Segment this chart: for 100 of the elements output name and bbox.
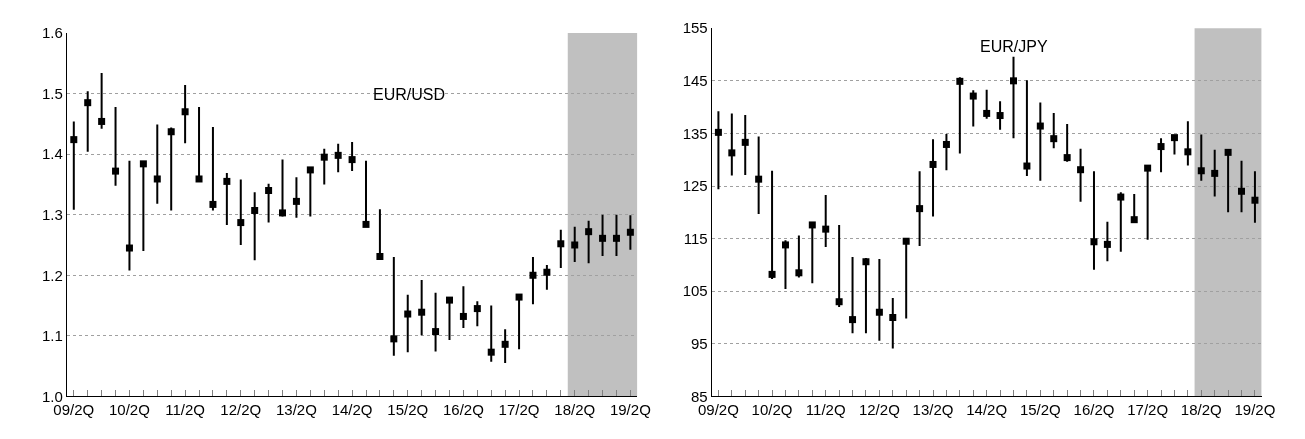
x-tick-label: 17/2Q [498,401,540,419]
point [167,128,175,136]
point [612,234,620,242]
point [1130,216,1138,224]
point [515,293,523,301]
y-tick-label: 145 [682,72,708,90]
point [599,234,607,242]
x-tick-label: 19/2Q [1234,401,1276,419]
point [487,348,495,356]
point [1117,193,1125,201]
point [1063,154,1071,162]
x-tick-label: 11/2Q [165,401,205,419]
text: EUR/JPY [980,38,1048,55]
x-tick-label: 13/2Q [912,401,954,419]
point [265,186,273,194]
x-tick-label: 15/2Q [387,401,429,419]
point [112,167,120,175]
point [348,156,356,164]
point [195,175,203,183]
y-tick-label: 95 [691,335,708,353]
text: EUR/USD [373,86,446,103]
point [445,296,453,304]
x-tick-label: 18/2Q [1180,401,1222,419]
x-tick-label: 10/2Q [751,401,793,419]
point [741,138,749,146]
y-tick-label: 1.3 [41,205,63,223]
point [781,241,789,249]
point [223,177,231,185]
x-tick-label: 19/2Q [609,401,651,419]
y-tick-label: 125 [682,177,708,195]
y-tick-label: 135 [682,124,708,142]
point [1103,240,1111,248]
point [768,270,776,278]
x-tick-label: 10/2Q [109,401,150,419]
x-tick-label: 17/2Q [1127,401,1169,419]
x-tick-label: 12/2Q [858,401,900,419]
y-tick-label: 1.6 [41,24,63,42]
x-tick-label: 16/2Q [442,401,484,419]
point [983,109,991,117]
point [1157,143,1165,151]
point [1184,148,1192,156]
point [557,240,565,248]
point [849,316,857,324]
point [1023,162,1031,170]
point [251,206,259,214]
x-tick-label: 14/2Q [331,401,373,419]
point [390,335,398,343]
y-tick-label: 1.4 [41,145,63,163]
point [153,175,161,183]
point [714,128,722,136]
point [404,310,412,318]
point [362,220,370,228]
point [875,308,883,316]
point [1077,166,1085,174]
point [728,149,736,157]
point [571,241,579,249]
point [862,258,870,266]
point [334,151,342,159]
point [306,166,314,174]
point [432,328,440,336]
point [916,205,924,213]
point [889,314,897,322]
point [956,77,964,85]
point [1238,187,1246,195]
point [1251,196,1259,204]
point [808,221,816,229]
point [292,197,300,205]
y-tick-label: 155 [682,19,708,37]
point [98,117,106,125]
point [459,312,467,320]
point [996,112,1004,120]
point [1197,167,1205,175]
point [1170,134,1178,142]
point [139,160,147,168]
point [84,99,92,107]
point [755,175,763,183]
point [1211,169,1219,177]
y-tick-label: 1.5 [41,84,63,102]
point [626,228,634,236]
point [929,160,937,168]
point [969,92,977,100]
x-tick-label: 15/2Q [1019,401,1061,419]
point [585,228,593,236]
point [501,340,509,348]
point [279,209,287,217]
point [902,237,910,245]
x-tick-label: 12/2Q [220,401,262,419]
point [1144,164,1152,172]
point [942,140,950,148]
x-tick-label: 13/2Q [275,401,317,419]
point [835,298,843,306]
point [209,200,217,208]
point [1036,122,1044,130]
point [320,153,328,161]
point [822,225,830,233]
point [70,136,78,144]
point [1224,148,1232,156]
x-tick-label: 16/2Q [1073,401,1115,419]
y-tick-label: 115 [683,229,708,247]
point [543,268,551,276]
